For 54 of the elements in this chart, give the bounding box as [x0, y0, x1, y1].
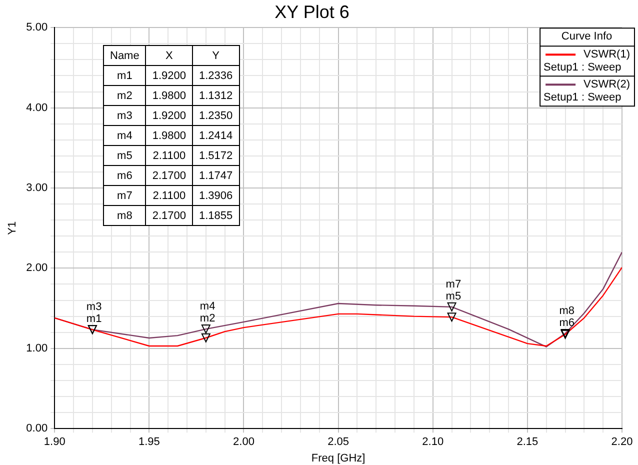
- annotation: m7: [104, 186, 146, 206]
- annotation: Name: [104, 46, 146, 66]
- x-tick-label: 2.10: [422, 436, 444, 448]
- chart-title: XY Plot 6: [274, 2, 350, 22]
- annotation: m3: [86, 301, 102, 314]
- annotation: 1.9800: [146, 86, 192, 106]
- annotation: m2: [200, 312, 216, 325]
- annotation: m5: [104, 146, 146, 166]
- annotation: m4: [104, 126, 146, 146]
- annotation: 1.9200: [146, 106, 192, 126]
- annotation: 1.1747: [192, 166, 240, 186]
- y-tick-label: 2.00: [26, 262, 48, 274]
- annotation: 1.2336: [192, 66, 240, 86]
- annotation: 1.1855: [192, 206, 240, 226]
- annotation: 1.1312: [192, 86, 240, 106]
- annotation: m5: [446, 290, 462, 302]
- annotation: m3: [104, 106, 146, 126]
- x-tick-label: 2.00: [233, 436, 254, 448]
- x-axis-title: Freq [GHz]: [311, 452, 366, 464]
- annotation: m7: [446, 278, 462, 290]
- annotation: m6: [104, 166, 146, 186]
- y-tick-label: 1.00: [26, 342, 48, 354]
- x-tick-label: 2.20: [611, 436, 633, 448]
- annotation: 1.9200: [146, 66, 192, 86]
- annotation: 1.2350: [192, 106, 240, 126]
- annotation: m4: [200, 300, 216, 313]
- y-tick-label: 3.00: [26, 182, 48, 194]
- annotation: m8: [104, 206, 146, 226]
- annotation: m6: [559, 317, 575, 330]
- annotation: 2.1100: [146, 186, 192, 206]
- annotation: 1.3906: [192, 186, 240, 206]
- annotation: m1: [104, 66, 146, 86]
- y-tick-label: 5.00: [26, 22, 48, 34]
- annotation: X: [146, 46, 192, 66]
- annotation: m8: [559, 305, 575, 318]
- x-tick-label: 1.95: [138, 436, 160, 448]
- annotation: m2: [104, 86, 146, 106]
- annotation: m1: [86, 313, 102, 326]
- annotation: 1.9800: [146, 126, 192, 146]
- x-tick-label: 2.15: [516, 436, 538, 448]
- legend-label: VSWR(2) Setup1 : Sweep: [544, 78, 630, 104]
- y-tick-label: 0.00: [26, 422, 48, 435]
- y-tick-label: 4.00: [26, 102, 48, 114]
- annotation: 2.1100: [146, 146, 192, 166]
- legend-title: Curve Info: [561, 30, 612, 43]
- annotation: 2.1700: [146, 166, 192, 186]
- annotation: 1.5172: [192, 146, 240, 166]
- x-tick-label: 1.90: [44, 436, 66, 448]
- annotation: Y: [192, 46, 240, 66]
- y-axis-title: Y1: [6, 221, 19, 235]
- legend-label: VSWR(1) Setup1 : Sweep: [544, 48, 630, 74]
- annotation: 1.2414: [192, 126, 240, 146]
- annotation: 2.1700: [146, 206, 192, 226]
- x-tick-label: 2.05: [328, 436, 350, 448]
